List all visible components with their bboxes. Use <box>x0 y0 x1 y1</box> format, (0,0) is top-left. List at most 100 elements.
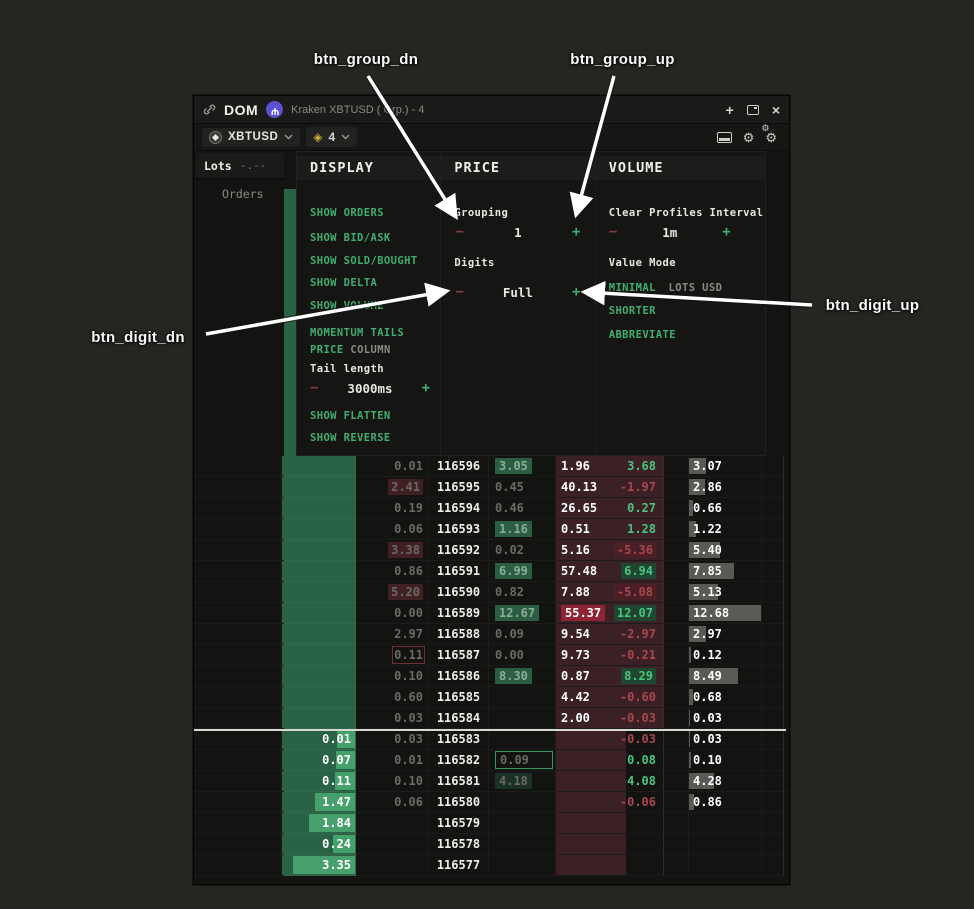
size-cell-left[interactable] <box>356 834 429 854</box>
size-cell-right[interactable]: 6.99 <box>489 561 556 581</box>
toggle-show-sold-bought[interactable]: SHOW SOLD/BOUGHT <box>310 255 418 267</box>
symbol-selector[interactable]: XBTUSD <box>202 127 301 147</box>
settings-gear-icon[interactable]: ⚙ <box>742 129 755 145</box>
size-cell-left[interactable]: 2.97 <box>356 624 429 644</box>
size-cell-right[interactable]: 0.82 <box>489 582 556 602</box>
orders-cell[interactable] <box>194 729 282 749</box>
scrollbar-track[interactable] <box>783 456 784 876</box>
volume-delta-cell[interactable]: 4.42 -0.60 <box>556 687 664 707</box>
bid-lots-cell[interactable]: 1.84 <box>282 813 356 833</box>
size-cell-right[interactable]: 0.46 <box>489 498 556 518</box>
toggle-show-bid-ask[interactable]: SHOW BID/ASK <box>310 232 391 244</box>
volume-delta-cell[interactable]: 0.08 <box>556 750 664 770</box>
size-cell-right[interactable] <box>489 792 556 812</box>
bid-lots-cell[interactable]: 0.01 <box>282 729 356 749</box>
bid-lots-cell[interactable] <box>282 519 356 539</box>
option-abbreviate[interactable]: ABBREVIATE <box>608 329 676 341</box>
size-cell-right[interactable]: 0.45 <box>489 477 556 497</box>
bid-lots-cell[interactable] <box>282 561 356 581</box>
size-cell-left[interactable]: 0.06 <box>356 519 429 539</box>
bid-lots-cell[interactable] <box>282 666 356 686</box>
volume-delta-cell[interactable]: 4.08 <box>556 771 664 791</box>
volume-delta-cell[interactable]: -0.03 <box>556 729 664 749</box>
bid-lots-cell[interactable] <box>282 624 356 644</box>
volume-delta-cell[interactable]: 0.51 1.28 <box>556 519 664 539</box>
orders-cell[interactable] <box>194 666 282 686</box>
size-cell-right[interactable] <box>489 708 556 728</box>
bid-lots-cell[interactable]: 3.35 <box>282 855 356 875</box>
size-cell-right[interactable] <box>489 834 556 854</box>
bid-lots-cell[interactable] <box>282 498 356 518</box>
btn-digit-up[interactable]: + <box>571 284 581 300</box>
size-cell-left[interactable]: 2.41 <box>356 477 429 497</box>
orders-cell[interactable] <box>194 708 282 728</box>
toggle-show-reverse[interactable]: SHOW REVERSE <box>310 432 391 444</box>
size-cell-left[interactable]: 0.10 <box>356 771 429 791</box>
size-cell-right[interactable]: 0.00 <box>489 645 556 665</box>
size-cell-right[interactable]: 0.02 <box>489 540 556 560</box>
orders-cell[interactable] <box>194 834 282 854</box>
size-cell-right[interactable]: 12.67 <box>489 603 556 623</box>
grouping-selector[interactable]: ◈ 4 <box>306 127 358 147</box>
tail-length-minus-button[interactable]: − <box>310 380 319 396</box>
btn-digit-dn[interactable]: − <box>455 284 464 300</box>
size-cell-left[interactable]: 5.20 <box>356 582 429 602</box>
advanced-settings-gears-icon[interactable]: ⚙ ⚙ <box>761 122 777 145</box>
volume-delta-cell[interactable] <box>556 834 664 854</box>
size-cell-right[interactable] <box>489 687 556 707</box>
size-cell-right[interactable]: 4.18 <box>489 771 556 791</box>
orders-cell[interactable] <box>194 519 282 539</box>
toggle-show-delta[interactable]: SHOW DELTA <box>310 277 378 289</box>
volume-delta-cell[interactable]: 5.16 -5.36 <box>556 540 664 560</box>
toggle-momentum-tails[interactable]: MOMENTUM TAILS <box>310 327 405 339</box>
size-cell-left[interactable]: 0.10 <box>356 666 429 686</box>
bid-lots-cell[interactable] <box>282 540 356 560</box>
volume-delta-cell[interactable]: 7.88 -5.08 <box>556 582 664 602</box>
volume-delta-cell[interactable] <box>556 813 664 833</box>
bid-lots-cell[interactable] <box>282 708 356 728</box>
bid-lots-cell[interactable] <box>282 645 356 665</box>
orders-cell[interactable] <box>194 561 282 581</box>
orders-cell[interactable] <box>194 624 282 644</box>
toggle-price-column[interactable]: PRICE COLUMN <box>310 344 391 356</box>
size-cell-left[interactable]: 0.19 <box>356 498 429 518</box>
volume-delta-cell[interactable]: 0.87 8.29 <box>556 666 664 686</box>
volume-delta-cell[interactable] <box>556 855 664 875</box>
size-cell-right[interactable] <box>489 813 556 833</box>
size-cell-left[interactable]: 0.86 <box>356 561 429 581</box>
toggle-show-orders[interactable]: SHOW ORDERS <box>310 207 384 219</box>
orders-cell[interactable] <box>194 771 282 791</box>
size-cell-left[interactable]: 0.01 <box>356 750 429 770</box>
bid-lots-cell[interactable] <box>282 456 356 476</box>
bid-lots-cell[interactable] <box>282 603 356 623</box>
toggle-show-volume[interactable]: SHOW VOLUME <box>310 300 384 312</box>
orders-cell[interactable] <box>194 645 282 665</box>
tail-length-plus-button[interactable]: + <box>421 380 430 396</box>
orders-cell[interactable] <box>194 603 282 623</box>
bid-lots-cell[interactable] <box>282 687 356 707</box>
size-cell-right[interactable] <box>489 729 556 749</box>
volume-delta-cell[interactable]: 57.48 6.94 <box>556 561 664 581</box>
size-cell-right[interactable]: 3.05 <box>489 456 556 476</box>
orders-cell[interactable] <box>194 540 282 560</box>
btn-group-up[interactable]: + <box>571 224 581 240</box>
bid-lots-cell[interactable]: 0.24 <box>282 834 356 854</box>
orders-cell[interactable] <box>194 792 282 812</box>
clear-profiles-plus-button[interactable]: + <box>722 224 731 240</box>
option-shorter[interactable]: SHORTER <box>608 305 656 317</box>
volume-delta-cell[interactable]: -0.06 <box>556 792 664 812</box>
size-cell-left[interactable] <box>356 813 429 833</box>
size-cell-left[interactable]: 3.38 <box>356 540 429 560</box>
size-cell-right[interactable]: 1.16 <box>489 519 556 539</box>
size-cell-left[interactable]: 0.01 <box>356 456 429 476</box>
size-cell-left[interactable]: 0.06 <box>356 792 429 812</box>
size-cell-left[interactable]: 0.00 <box>356 603 429 623</box>
orders-cell[interactable] <box>194 855 282 875</box>
volume-delta-cell[interactable]: 9.54 -2.97 <box>556 624 664 644</box>
value-mode-minimal[interactable]: MINIMAL <box>608 282 656 294</box>
btn-group-dn[interactable]: − <box>455 224 464 240</box>
size-cell-right[interactable]: 0.09 <box>489 624 556 644</box>
orders-cell[interactable] <box>194 456 282 476</box>
clear-profiles-minus-button[interactable]: − <box>608 224 618 240</box>
value-mode-rest[interactable]: LOTS USD <box>668 282 723 294</box>
